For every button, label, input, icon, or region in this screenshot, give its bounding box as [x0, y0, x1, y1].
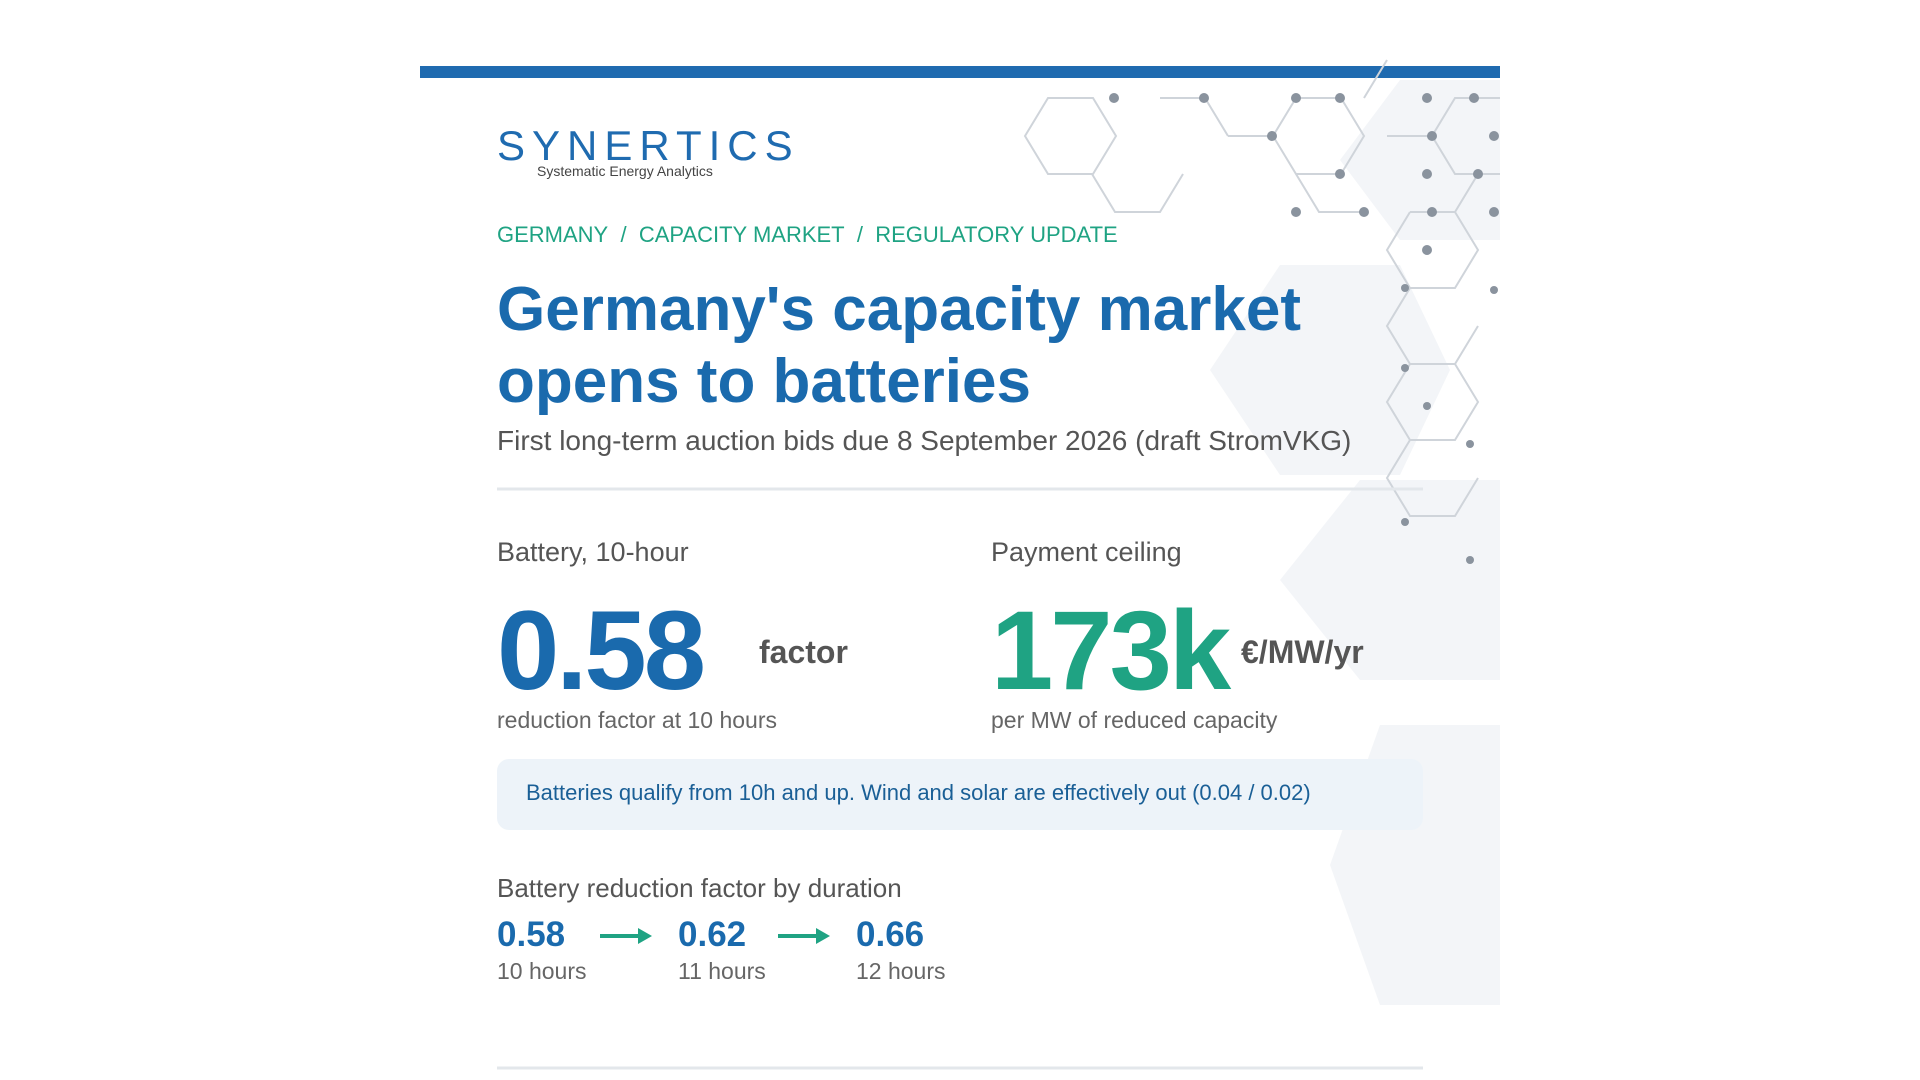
- breadcrumb: REGULATORY UPDATE: [875, 222, 1118, 247]
- step-value: 0.66: [856, 915, 925, 954]
- logo: SYNERTICS: [497, 122, 800, 169]
- tagline: Systematic Energy Analytics: [537, 163, 713, 179]
- stat-label: Payment ceiling: [991, 537, 1182, 567]
- stat-value: 173k: [991, 588, 1231, 713]
- breadcrumb: GERMANY: [497, 222, 609, 247]
- stat-unit: factor: [759, 634, 848, 670]
- step-label: 11 hours: [678, 958, 766, 984]
- stat-caption: per MW of reduced capacity: [991, 707, 1278, 733]
- step-value: 0.62: [678, 915, 747, 954]
- section-title: Battery reduction factor by duration: [497, 873, 902, 903]
- stat-caption: reduction factor at 10 hours: [497, 707, 777, 733]
- stat-value: 0.58: [497, 588, 706, 713]
- breadcrumb: CAPACITY MARKET: [638, 222, 845, 247]
- stat-label: Battery, 10-hour: [497, 537, 689, 567]
- step-value: 0.58: [497, 915, 566, 954]
- stat-unit: €/MW/yr: [1241, 634, 1364, 670]
- callout: Batteries qualify from 10h and up. Wind …: [526, 780, 1311, 805]
- step-label: 12 hours: [856, 958, 946, 984]
- separator: /: [620, 222, 627, 247]
- subtitle: First long-term auction bids due 8 Septe…: [497, 425, 1352, 456]
- title-line: opens to batteries: [497, 347, 1031, 416]
- title-line: Germany's capacity market: [497, 275, 1301, 344]
- breadcrumbs: GERMANY / CAPACITY MARKET / REGULATORY U…: [497, 222, 1118, 248]
- step-label: 10 hours: [497, 958, 587, 984]
- separator: /: [856, 222, 863, 247]
